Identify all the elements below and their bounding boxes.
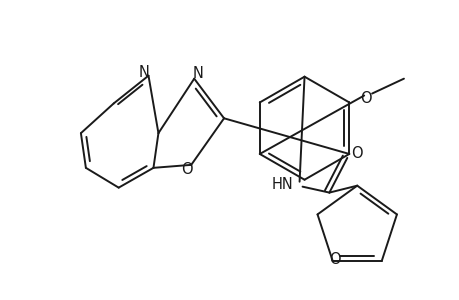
Text: O: O bbox=[359, 91, 371, 106]
Text: HN: HN bbox=[271, 177, 293, 192]
Text: O: O bbox=[181, 162, 193, 177]
Text: O: O bbox=[328, 253, 340, 268]
Text: O: O bbox=[351, 146, 362, 161]
Text: N: N bbox=[192, 66, 203, 81]
Text: N: N bbox=[139, 65, 150, 80]
